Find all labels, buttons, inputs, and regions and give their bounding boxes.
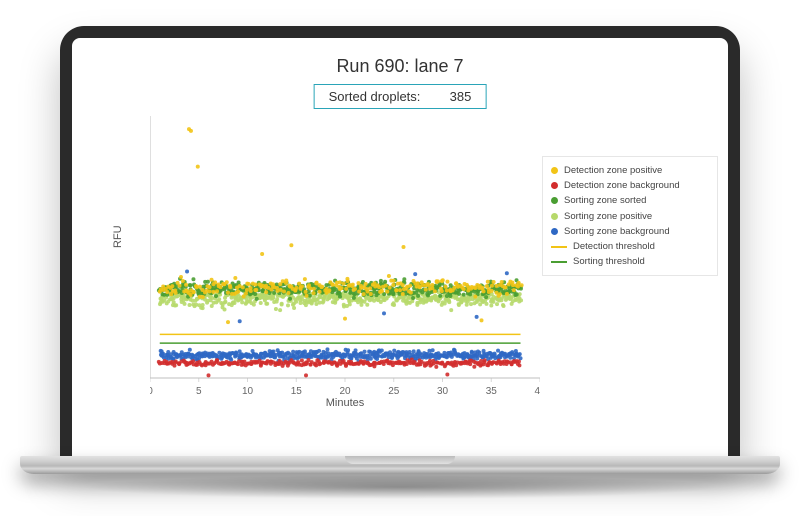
svg-text:Minutes: Minutes bbox=[326, 397, 365, 406]
chart-title: Run 690: lane 7 bbox=[72, 56, 728, 77]
svg-text:35: 35 bbox=[486, 386, 498, 397]
legend-item: Sorting zone sorted bbox=[551, 193, 709, 208]
legend-dot-swatch bbox=[551, 167, 558, 174]
legend-label: Sorting zone background bbox=[564, 224, 670, 239]
laptop-trackpad-notch bbox=[345, 456, 455, 464]
legend-dot-swatch bbox=[551, 197, 558, 204]
svg-text:20: 20 bbox=[339, 386, 351, 397]
legend-item: Detection zone positive bbox=[551, 163, 709, 178]
svg-text:40: 40 bbox=[534, 386, 540, 397]
sorted-droplets-box: Sorted droplets: 385 bbox=[314, 84, 487, 109]
legend-item: Sorting zone positive bbox=[551, 209, 709, 224]
svg-text:15: 15 bbox=[291, 386, 303, 397]
legend-label: Detection zone positive bbox=[564, 163, 662, 178]
legend-item: Detection zone background bbox=[551, 178, 709, 193]
legend-line-swatch bbox=[551, 261, 567, 263]
laptop-base bbox=[20, 456, 780, 474]
legend-item: Detection threshold bbox=[551, 239, 709, 254]
legend-label: Sorting threshold bbox=[573, 254, 645, 269]
legend-dot-swatch bbox=[551, 228, 558, 235]
y-axis-label: RFU bbox=[112, 225, 124, 248]
laptop-frame: Run 690: lane 7 Sorted droplets: 385 RFU… bbox=[60, 26, 740, 456]
legend-item: Sorting zone background bbox=[551, 224, 709, 239]
svg-text:25: 25 bbox=[388, 386, 400, 397]
legend-item: Sorting threshold bbox=[551, 254, 709, 269]
sorted-droplets-value: 385 bbox=[450, 89, 472, 104]
legend-dot-swatch bbox=[551, 182, 558, 189]
legend-line-swatch bbox=[551, 246, 567, 248]
chart-container: Run 690: lane 7 Sorted droplets: 385 RFU… bbox=[72, 38, 728, 456]
laptop-shadow bbox=[80, 475, 720, 499]
svg-text:0: 0 bbox=[150, 386, 153, 397]
sorted-droplets-label: Sorted droplets: bbox=[329, 89, 421, 104]
laptop-screen: Run 690: lane 7 Sorted droplets: 385 RFU… bbox=[72, 38, 728, 456]
svg-text:10: 10 bbox=[242, 386, 254, 397]
svg-text:30: 30 bbox=[437, 386, 449, 397]
legend-label: Detection zone background bbox=[564, 178, 680, 193]
legend-dot-swatch bbox=[551, 213, 558, 220]
svg-text:5: 5 bbox=[196, 386, 202, 397]
scatter-plot: 0500100015002000250030000510152025303540… bbox=[150, 116, 540, 406]
legend-label: Detection threshold bbox=[573, 239, 655, 254]
chart-legend: Detection zone positiveDetection zone ba… bbox=[542, 156, 718, 276]
legend-label: Sorting zone positive bbox=[564, 209, 652, 224]
legend-label: Sorting zone sorted bbox=[564, 193, 646, 208]
